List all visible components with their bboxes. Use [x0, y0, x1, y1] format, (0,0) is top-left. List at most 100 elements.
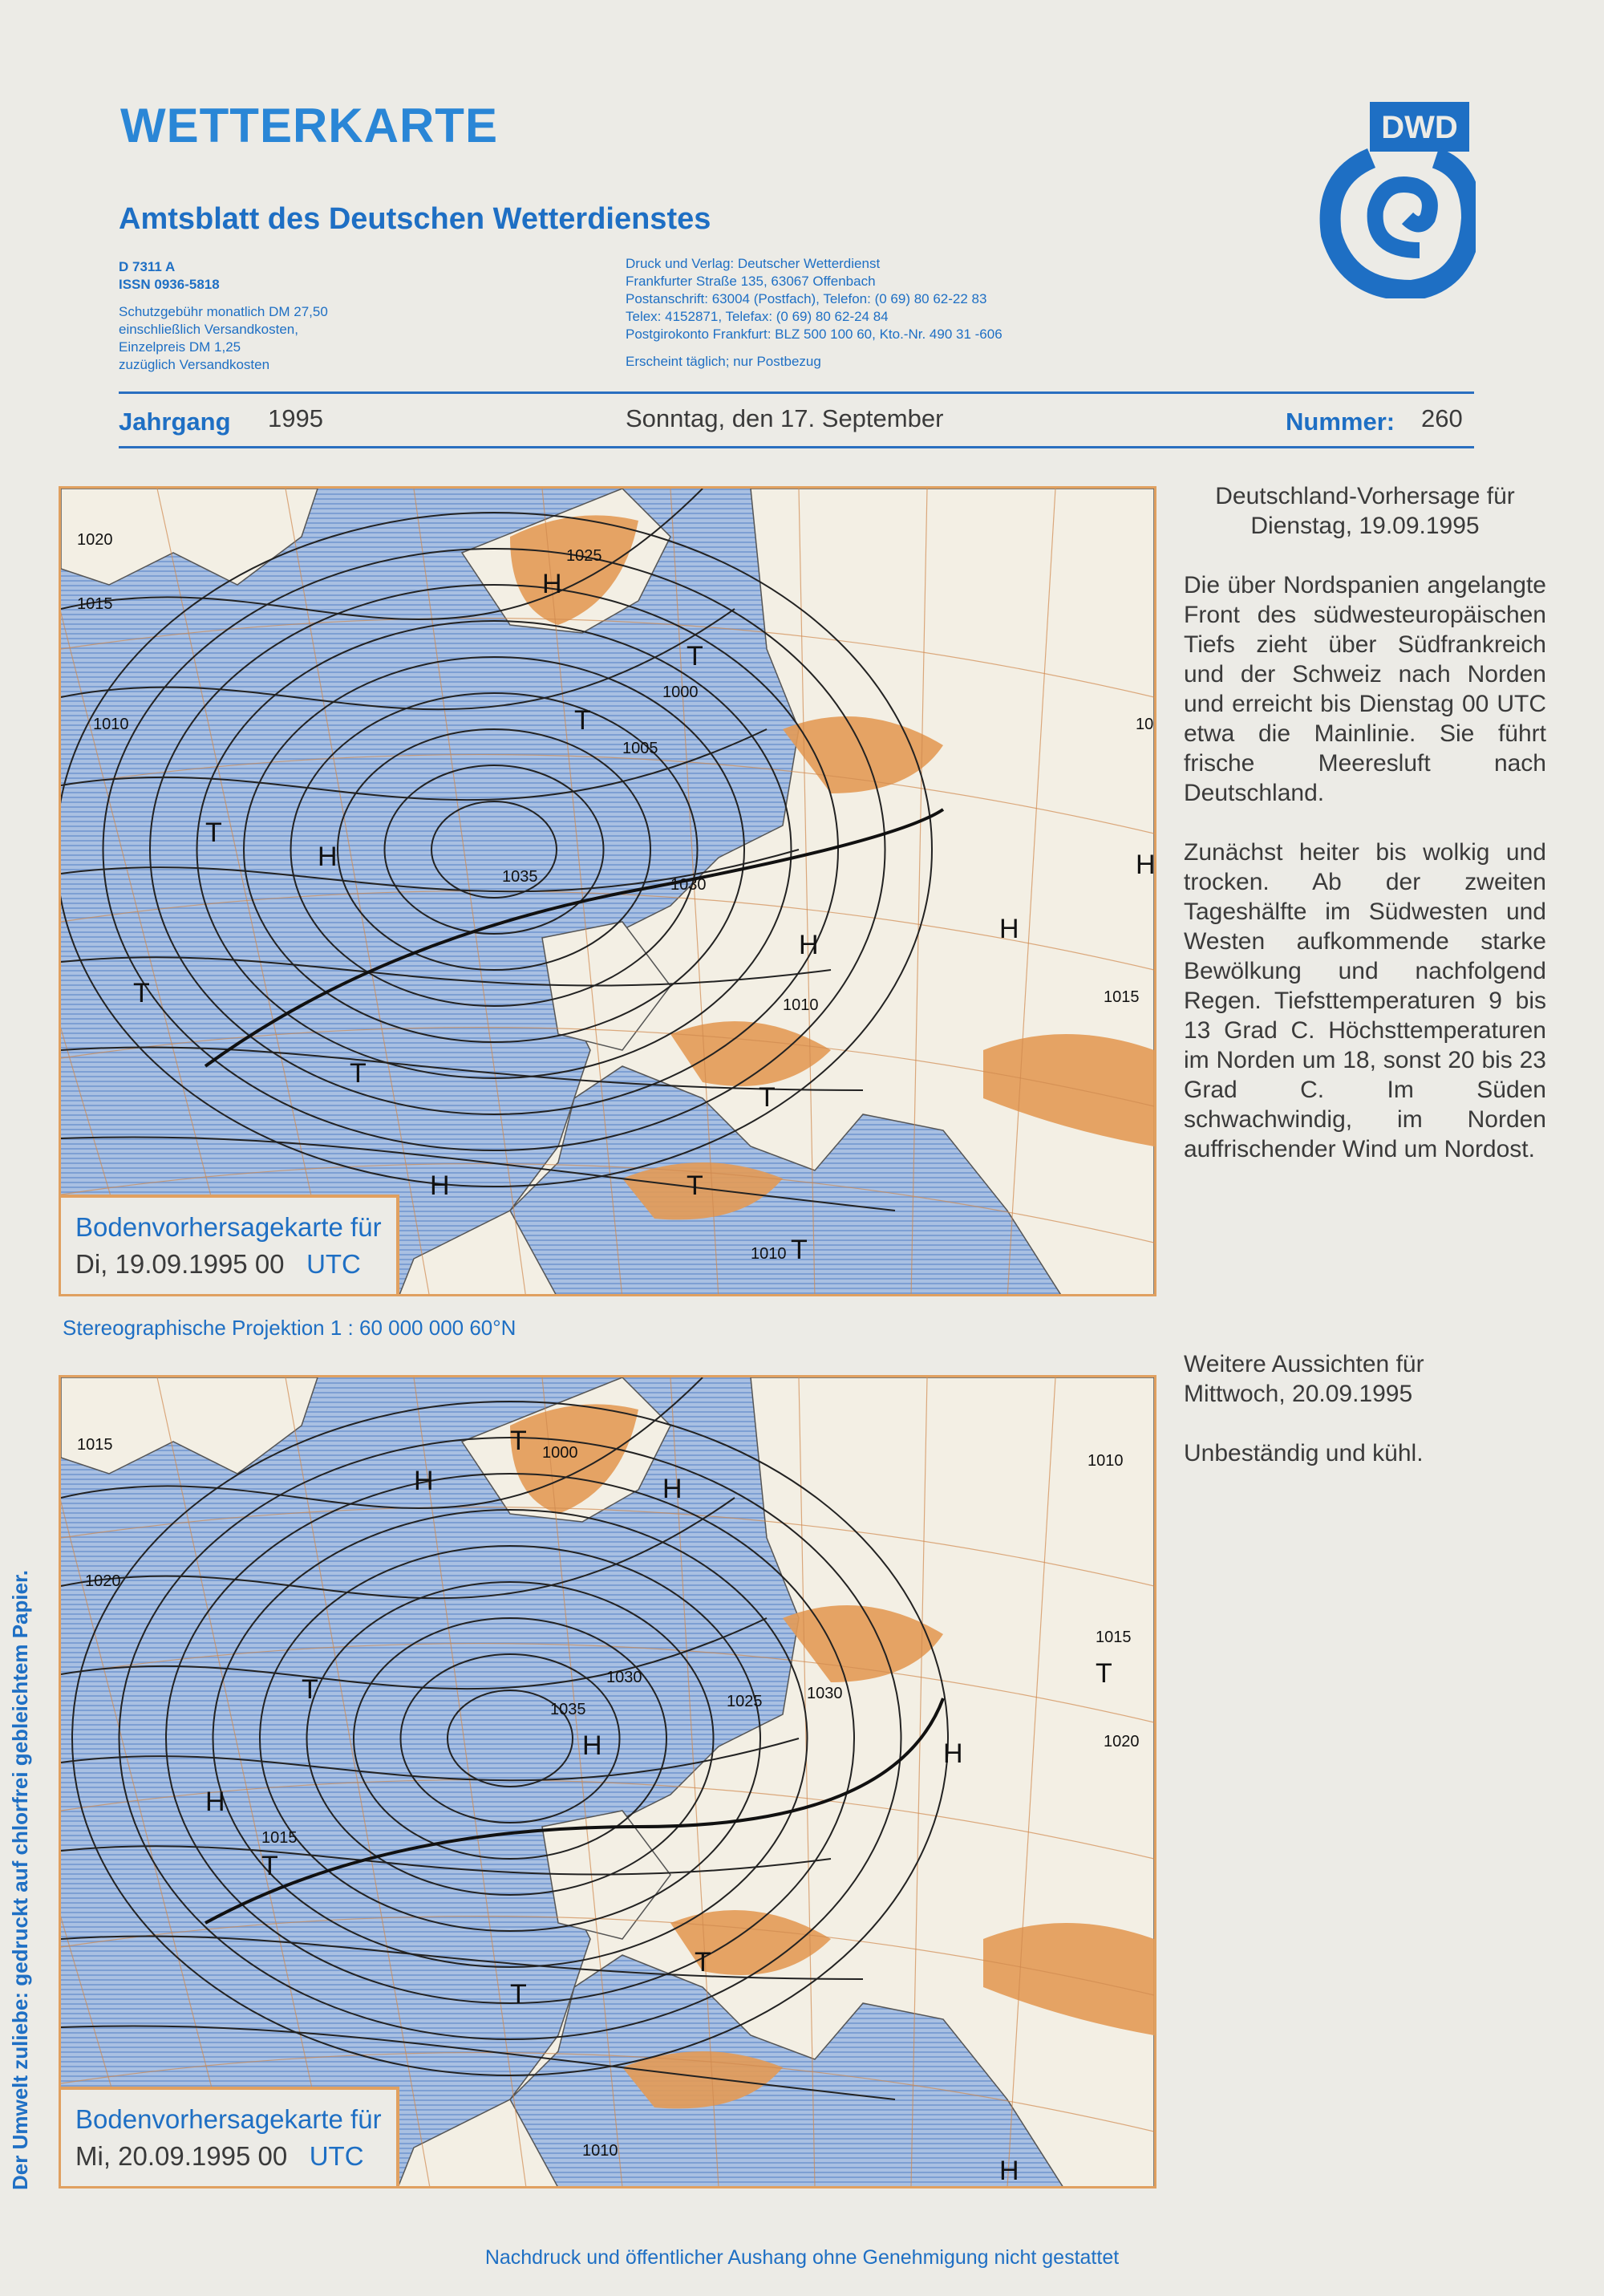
graticule-line — [156, 1377, 334, 2186]
high-pressure-label: H — [662, 1474, 683, 1504]
forecast-paragraph: Zunächst heiter bis wolkig und trocken. … — [1184, 839, 1546, 1162]
low-pressure-label: T — [510, 1979, 527, 2010]
graticule-line — [61, 1506, 1154, 1587]
isobar — [61, 1377, 703, 1509]
map-legend: Bodenvorhersagekarte für Di, 19.09.1995 … — [61, 1195, 399, 1294]
low-pressure-label: T — [687, 641, 703, 671]
isobar-label: 1010 — [783, 996, 819, 1014]
graticule-line — [798, 1377, 816, 2186]
low-pressure-label: T — [350, 1058, 367, 1089]
isobar — [353, 1617, 667, 1860]
graticule-line — [61, 1642, 1154, 1723]
isobar-label: 1030 — [606, 1669, 642, 1686]
graticule-line — [798, 489, 816, 1294]
low-pressure-label: T — [574, 705, 591, 736]
low-pressure-label: T — [510, 1426, 527, 1456]
isobar — [212, 1509, 808, 1968]
graticule-line — [61, 890, 1154, 971]
high-pressure-label: H — [430, 1170, 450, 1201]
isobar — [290, 692, 699, 1007]
publisher-line: Telex: 4152871, Telefax: (0 69) 80 62-24… — [626, 309, 889, 324]
divider — [119, 446, 1474, 448]
high-pressure-label: H — [542, 569, 562, 599]
isobar-label: 1030 — [807, 1685, 843, 1702]
isobar — [399, 1653, 621, 1823]
land — [397, 1377, 1154, 2186]
weather-front — [205, 1698, 945, 1925]
isobar-label: 1020 — [1104, 1733, 1140, 1750]
isobar-label: 1025 — [727, 1693, 763, 1710]
isobar — [383, 765, 605, 935]
isobar — [61, 512, 933, 1187]
fee-line: einschließlich Versandkosten, — [119, 322, 298, 337]
isobar — [243, 656, 745, 1043]
terrain — [783, 716, 943, 793]
svg-text:DWD: DWD — [1381, 110, 1458, 145]
graticule-line — [61, 1162, 1154, 1243]
legend-title: Bodenvorhersagekarte für — [75, 1212, 382, 1242]
low-pressure-label: T — [1096, 1658, 1112, 1689]
issue-row: Jahrgang 1995 Sonntag, den 17. September… — [119, 400, 1474, 440]
terrain — [783, 1605, 943, 1682]
isobar — [61, 1046, 864, 1091]
issn: ISSN 0936-5818 — [119, 277, 220, 292]
land — [61, 1377, 318, 1475]
forecast-heading-line: Deutschland-Vorhersage für — [1215, 483, 1515, 509]
low-pressure-label: T — [205, 817, 222, 848]
publisher-line: Postanschrift: 63004 (Postfach), Telefon… — [626, 291, 987, 306]
graticule-line — [1007, 489, 1056, 1294]
graticule-line — [61, 2051, 1154, 2132]
graticule-line — [541, 489, 623, 1294]
projection-note: Stereographische Projektion 1 : 60 000 0… — [63, 1316, 516, 1340]
fee-line: zuzüglich Versandkosten — [119, 357, 270, 372]
publisher-line: Frankfurter Straße 135, 63067 Offenbach — [626, 274, 876, 289]
isobar — [149, 584, 839, 1115]
high-pressure-label: H — [943, 1738, 963, 1769]
high-pressure-label: H — [999, 914, 1019, 944]
jahrgang-value: 1995 — [268, 404, 323, 432]
publisher-info: Druck und Verlag: Deutscher Wetterdienst… — [626, 255, 1003, 371]
isobar-label: 1015 — [77, 1436, 113, 1454]
isobar — [337, 728, 651, 971]
dwd-logo: DWD — [1319, 102, 1476, 298]
graticule-line — [61, 1915, 1154, 1996]
terrain — [670, 1910, 831, 1975]
land — [399, 489, 1154, 1294]
low-pressure-label: T — [302, 1674, 318, 1705]
graticule-line — [61, 611, 237, 1294]
isobar — [61, 1935, 864, 1980]
fee-line: Schutzgebühr monatlich DM 27,50 — [119, 304, 328, 319]
isobar-label: 1010 — [751, 1245, 787, 1263]
isobar — [306, 1581, 715, 1896]
terrain — [670, 1021, 831, 1086]
map-legend: Bodenvorhersagekarte für Mi, 20.09.1995 … — [61, 2087, 399, 2186]
isobar — [61, 1617, 768, 1690]
issue-info: D 7311 A ISSN 0936-5818 Schutzgebühr mon… — [119, 258, 328, 374]
graticule-line — [61, 1027, 140, 1294]
isobar-label: 1025 — [566, 547, 602, 565]
isobar-label: 1005 — [622, 740, 658, 757]
graticule-line — [61, 1026, 1154, 1107]
copyright-footer: Nachdruck und öffentlicher Aushang ohne … — [484, 2246, 1120, 2269]
isobar — [61, 2025, 896, 2100]
high-pressure-label: H — [999, 2156, 1019, 2186]
isobar — [165, 1473, 855, 2004]
publisher-line: Postgirokonto Frankfurt: BLZ 500 100 60,… — [626, 327, 1003, 342]
isobar-label: 1030 — [670, 876, 707, 894]
outlook-heading-line: Weitere Aussichten für — [1184, 1351, 1424, 1377]
isobar — [61, 489, 703, 620]
terrain — [622, 2051, 783, 2109]
graticule-line — [61, 1916, 142, 2186]
forecast-text: Deutschland-Vorhersage für Dienstag, 19.0… — [1184, 481, 1546, 1194]
low-pressure-label: T — [759, 1082, 776, 1113]
legend-date: Mi, 20.09.1995 00 — [75, 2141, 288, 2171]
land — [61, 489, 318, 586]
isobar-label: 1015 — [77, 595, 113, 613]
outlook-heading: Weitere Aussichten für Mittwoch, 20.09.19… — [1184, 1349, 1546, 1409]
isobar — [61, 956, 832, 987]
low-pressure-label: T — [687, 1170, 703, 1201]
graticule-line — [156, 489, 334, 1294]
low-pressure-label: T — [133, 978, 150, 1008]
isobar-label: 1010 — [1088, 1452, 1124, 1470]
isobar — [431, 801, 557, 899]
